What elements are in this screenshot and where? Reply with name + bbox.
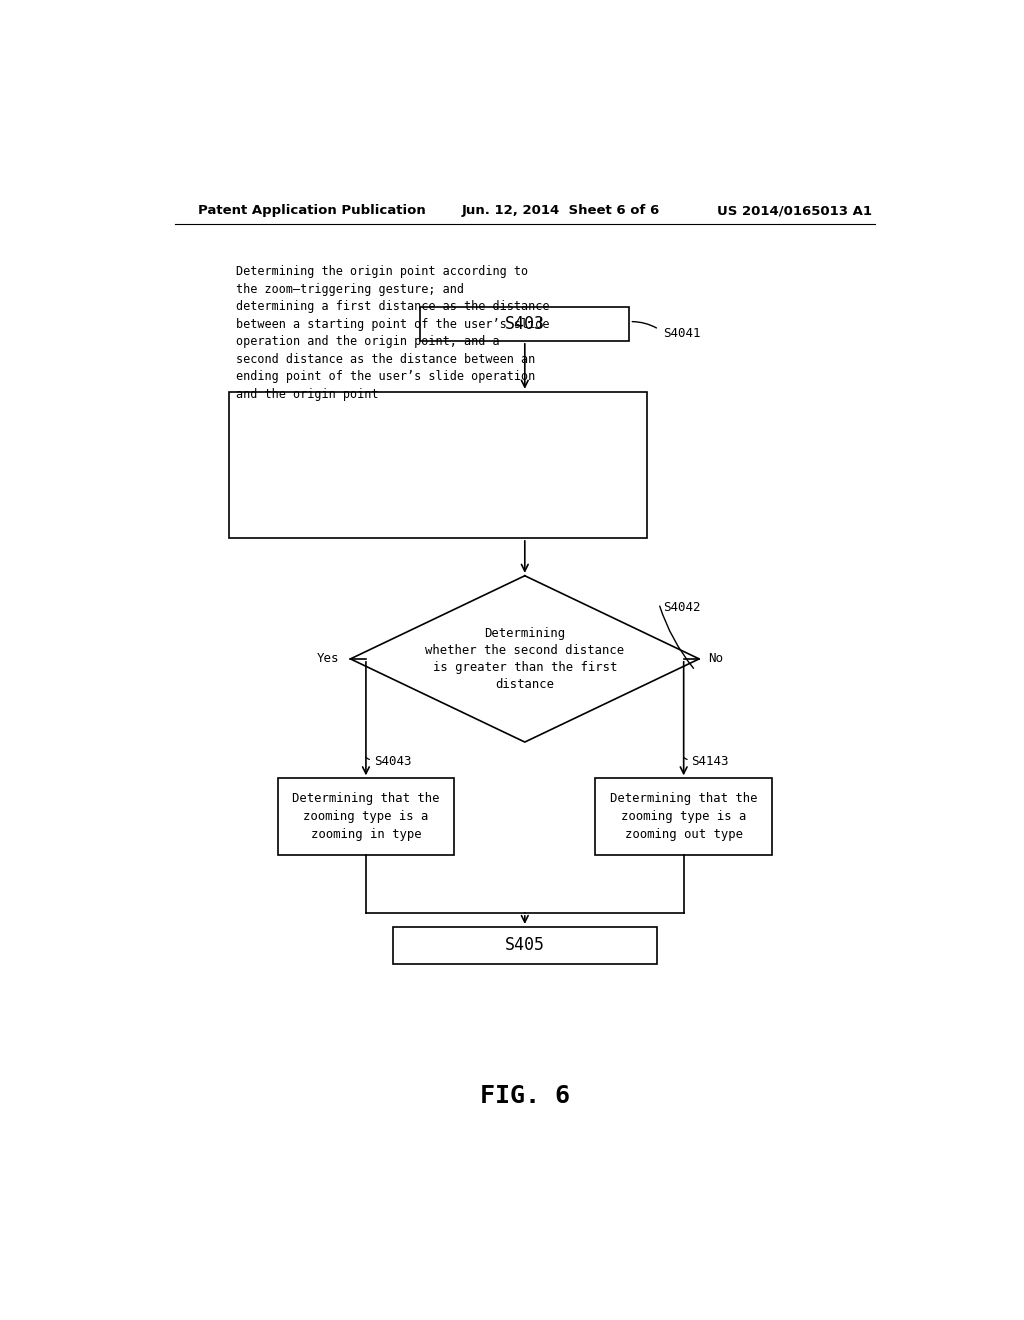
Text: US 2014/0165013 A1: US 2014/0165013 A1 — [717, 205, 872, 218]
Text: S4143: S4143 — [691, 755, 729, 768]
Bar — [228, 392, 647, 539]
Text: Yes: Yes — [316, 652, 339, 665]
Text: No: No — [709, 652, 724, 665]
Text: S405: S405 — [505, 936, 545, 954]
Text: S4041: S4041 — [663, 327, 700, 341]
Text: Determining
whether the second distance
is greater than the first
distance: Determining whether the second distance … — [425, 627, 625, 690]
Text: Determining the origin point according to
the zoom–triggering gesture; and
deter: Determining the origin point according t… — [237, 265, 550, 401]
Bar — [278, 779, 455, 855]
Bar — [420, 308, 630, 341]
Text: FIG. 6: FIG. 6 — [480, 1084, 569, 1109]
Text: Determining that the
zooming type is a
zooming in type: Determining that the zooming type is a z… — [292, 792, 439, 841]
Text: S4043: S4043 — [374, 755, 412, 768]
Text: Patent Application Publication: Patent Application Publication — [198, 205, 426, 218]
Text: Determining that the
zooming type is a
zooming out type: Determining that the zooming type is a z… — [610, 792, 758, 841]
Text: S4042: S4042 — [663, 601, 700, 614]
Text: S403: S403 — [505, 315, 545, 333]
Text: Jun. 12, 2014  Sheet 6 of 6: Jun. 12, 2014 Sheet 6 of 6 — [461, 205, 659, 218]
Bar — [393, 927, 656, 964]
Bar — [595, 779, 772, 855]
